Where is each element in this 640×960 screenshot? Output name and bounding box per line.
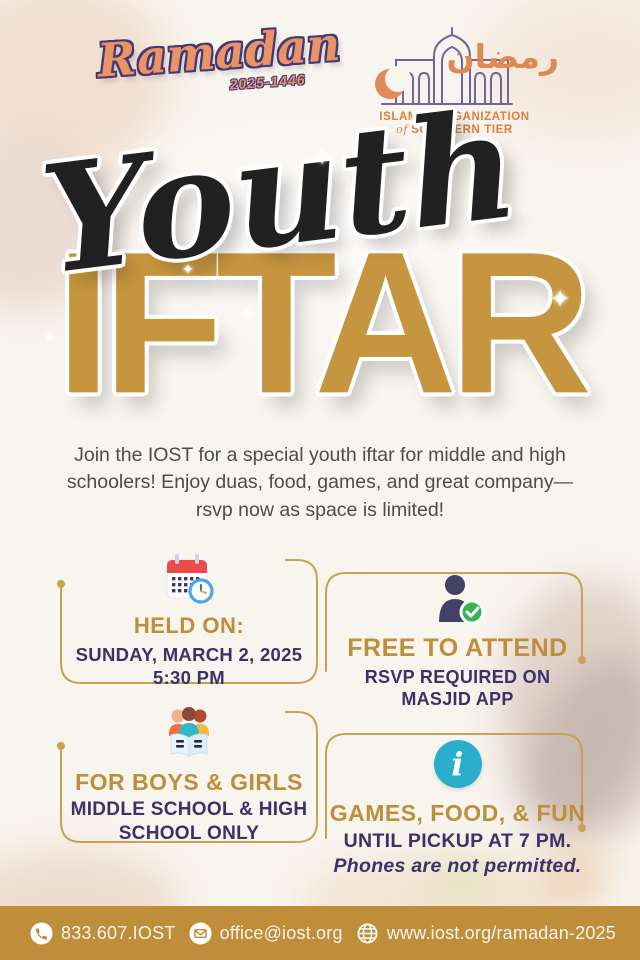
- iost-logo: رمضان ISLAMIC ORGANIZATION of SOUTHERN T…: [352, 22, 559, 136]
- org-name-line2: of SOUTHERN TIER: [352, 123, 557, 136]
- phone-icon: [30, 921, 53, 945]
- sparkle-icon: ✦: [44, 329, 57, 346]
- card-line: RSVP REQUIRED ON: [364, 666, 551, 687]
- person-check-icon: [438, 575, 484, 625]
- card-line: SUNDAY, MARCH 2, 2025: [75, 644, 303, 666]
- envelope-icon: [189, 921, 212, 945]
- footer-email-text: office@iost.org: [219, 922, 343, 943]
- info-icon: i: [433, 740, 482, 788]
- arabic-ramadan-calligraphy: رمضان: [446, 37, 559, 76]
- card-line: Phones are not permitted.: [333, 854, 582, 877]
- mosque-logo-art: رمضان: [352, 22, 559, 110]
- org-name-of: of: [396, 123, 409, 136]
- sparkle-icon: ✦: [238, 305, 255, 327]
- card-line: 5:30 PM: [152, 667, 225, 689]
- card-detail: UNTIL PICKUP AT 7 PM. Phones are not per…: [333, 829, 581, 878]
- footer-phone[interactable]: 833.607.IOST: [30, 921, 176, 945]
- card-heading: FREE TO ATTEND: [347, 634, 568, 662]
- card-detail: MIDDLE SCHOOL & HIGH SCHOOL ONLY: [71, 798, 308, 846]
- footer-email[interactable]: office@iost.org: [189, 921, 343, 945]
- card-detail: RSVP REQUIRED ON MASJID APP: [365, 666, 551, 711]
- footer-website-text: www.iost.org/ramadan-2025: [386, 922, 616, 943]
- ramadan-2025-logo: Ramadan 2025-1446: [96, 17, 342, 101]
- sparkle-icon: ✦: [550, 286, 571, 313]
- card-line: MASJID APP: [401, 689, 514, 710]
- card-heading: HELD ON:: [133, 613, 245, 638]
- footer-website[interactable]: www.iost.org/ramadan-2025: [356, 922, 616, 945]
- sparkle-icon: ✦: [312, 144, 333, 171]
- card-boys-girls: FOR BOYS & GIRLS MIDDLE SCHOOL & HIGH SC…: [60, 703, 318, 846]
- calendar-clock-icon: [166, 554, 214, 604]
- mosque-icon: [375, 27, 513, 105]
- sparkle-icon: ✦: [182, 261, 194, 277]
- info-glyph: i: [451, 745, 464, 783]
- card-line: MIDDLE SCHOOL & HIGH: [70, 799, 308, 821]
- card-free-to-attend: FREE TO ATTEND RSVP REQUIRED ON MASJID A…: [325, 570, 590, 711]
- footer-phone-text: 833.607.IOST: [61, 922, 176, 943]
- card-games-food-fun: i GAMES, FOOD, & FUN UNTIL PICKUP AT 7 P…: [325, 740, 590, 878]
- intro-paragraph: Join the IOST for a special youth iftar …: [66, 444, 574, 521]
- card-line: UNTIL PICKUP AT 7 PM.: [343, 830, 572, 853]
- org-name-line1: ISLAMIC ORGANIZATION: [379, 111, 530, 123]
- globe-icon: [357, 923, 378, 943]
- card-line: SCHOOL ONLY: [118, 823, 260, 845]
- card-heading: FOR BOYS & GIRLS: [75, 769, 303, 795]
- card-detail: SUNDAY, MARCH 2, 2025 5:30 PM: [76, 643, 303, 689]
- org-name-tier: SOUTHERN TIER: [411, 124, 513, 136]
- card-heading: GAMES, FOOD, & FUN: [329, 800, 586, 826]
- footer-contact-bar: 833.607.IOST office@iost.org www.iost.or…: [0, 906, 640, 960]
- card-held-on: HELD ON: SUNDAY, MARCH 2, 2025 5:30 PM: [60, 550, 318, 690]
- students-book-icon: [169, 707, 209, 757]
